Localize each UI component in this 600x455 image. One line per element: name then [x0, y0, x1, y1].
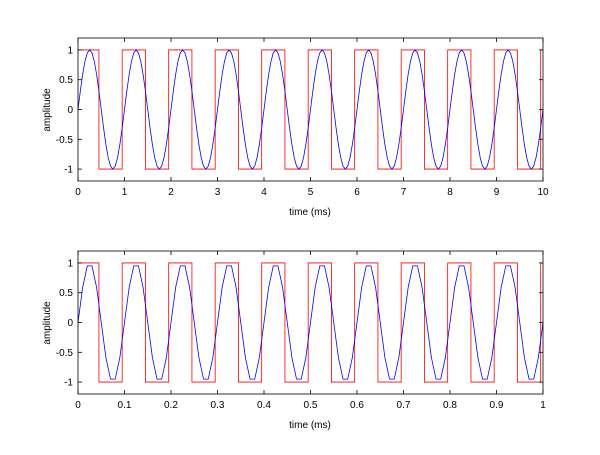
chart-top: amplitude time (ms) 0 1 2 3 4 5 6 7 8 9 10 -1 -0.5 0 0… — [42, 37, 549, 218]
x-tick-label-top: 3 — [215, 187, 221, 198]
x-tick-label-bottom: 0.1 — [118, 400, 132, 411]
y-axis-label-bottom: amplitude — [42, 301, 53, 345]
x-tick-label-bottom: 0 — [75, 400, 81, 411]
x-tick-label-top: 10 — [537, 187, 549, 198]
y-tick-label-top: 1 — [67, 45, 73, 56]
x-tick-label-top: 7 — [401, 187, 407, 198]
x-tick-label-top: 6 — [354, 187, 360, 198]
series-line-top-1 — [77, 49, 544, 170]
x-tick-label-top: 2 — [168, 187, 174, 198]
x-axis-label-bottom: time (ms) — [289, 420, 331, 431]
y-tick-label-top: -1 — [64, 165, 73, 176]
y-tick-label-top: 0 — [67, 105, 73, 116]
x-axis-label-top: time (ms) — [289, 207, 331, 218]
x-tick-label-bottom: 0.3 — [211, 400, 225, 411]
y-tick-label-top: 0.5 — [59, 75, 73, 86]
series-line-bottom-1 — [77, 265, 544, 380]
y-tick-label-bottom: 0.5 — [59, 288, 73, 299]
y-tick-label-bottom: -0.5 — [56, 348, 74, 359]
series-line-top-0 — [78, 49, 543, 170]
x-tick-label-bottom: 0.7 — [397, 400, 411, 411]
x-tick-label-top: 5 — [308, 187, 314, 198]
x-tick-label-top: 1 — [122, 187, 128, 198]
x-tick-label-top: 8 — [447, 187, 453, 198]
x-tick-label-bottom: 0.6 — [350, 400, 364, 411]
x-tick-label-top: 4 — [261, 187, 267, 198]
x-tick-label-top: 0 — [75, 187, 81, 198]
y-tick-label-bottom: 0 — [67, 318, 73, 329]
y-tick-label-top: -0.5 — [56, 135, 74, 146]
series-line-bottom-0 — [78, 262, 543, 383]
x-tick-label-bottom: 1 — [540, 400, 546, 411]
y-tick-label-bottom: 1 — [67, 258, 73, 269]
x-tick-label-bottom: 0.5 — [304, 400, 318, 411]
x-tick-label-bottom: 0.8 — [443, 400, 457, 411]
y-axis-label-top: amplitude — [42, 88, 53, 132]
x-tick-label-top: 9 — [494, 187, 500, 198]
chart-bottom: amplitude time (ms) 0 0.1 0.2 0.3 0.4 0.5 0.6 0… — [42, 250, 546, 431]
x-tick-label-bottom: 0.9 — [490, 400, 504, 411]
y-tick-label-bottom: -1 — [64, 378, 73, 389]
x-tick-label-bottom: 0.4 — [257, 400, 271, 411]
x-tick-label-bottom: 0.2 — [164, 400, 178, 411]
